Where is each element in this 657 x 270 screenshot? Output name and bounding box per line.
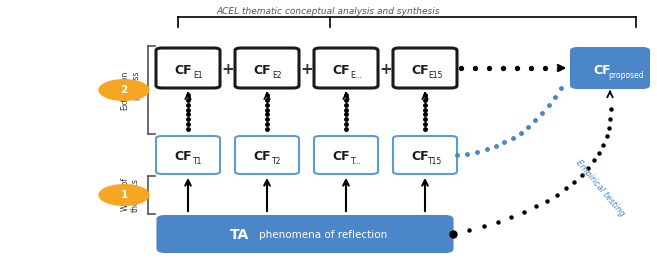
Text: CF: CF [411, 150, 429, 164]
Text: Empirical testing: Empirical testing [574, 158, 626, 218]
Text: TA: TA [231, 228, 250, 242]
Text: CF: CF [253, 150, 271, 164]
FancyBboxPatch shape [393, 136, 457, 174]
Text: CF: CF [332, 63, 350, 76]
Text: proposed: proposed [608, 72, 644, 80]
Circle shape [99, 185, 149, 205]
Text: +: + [379, 62, 392, 77]
Text: CF: CF [174, 150, 192, 164]
FancyBboxPatch shape [314, 136, 378, 174]
Text: Extraction
process: Extraction process [121, 70, 140, 110]
Text: T15: T15 [428, 157, 442, 167]
Text: CF: CF [593, 63, 611, 76]
FancyBboxPatch shape [571, 48, 649, 88]
FancyBboxPatch shape [393, 48, 457, 88]
FancyBboxPatch shape [235, 48, 299, 88]
Text: +: + [221, 62, 234, 77]
Text: CF: CF [411, 63, 429, 76]
Text: +: + [300, 62, 313, 77]
Text: CF: CF [253, 63, 271, 76]
FancyBboxPatch shape [156, 136, 220, 174]
Text: E15: E15 [428, 70, 442, 79]
Text: ACEL thematic conceptual analysis and synthesis: ACEL thematic conceptual analysis and sy… [216, 7, 440, 16]
Text: phenomena of reflection: phenomena of reflection [259, 230, 387, 240]
Text: 2: 2 [120, 85, 127, 95]
FancyBboxPatch shape [156, 48, 220, 88]
Text: CF: CF [174, 63, 192, 76]
Text: E1: E1 [193, 70, 203, 79]
Text: E2: E2 [272, 70, 282, 79]
FancyBboxPatch shape [235, 136, 299, 174]
Text: T1: T1 [193, 157, 203, 167]
Text: T...: T... [351, 157, 361, 167]
Text: Works of
theorists: Works of theorists [121, 178, 140, 212]
Circle shape [99, 80, 149, 100]
FancyBboxPatch shape [158, 216, 453, 252]
Text: CF: CF [332, 150, 350, 164]
Text: T2: T2 [272, 157, 282, 167]
Text: 1: 1 [120, 190, 127, 200]
Text: E...: E... [350, 70, 362, 79]
FancyBboxPatch shape [314, 48, 378, 88]
